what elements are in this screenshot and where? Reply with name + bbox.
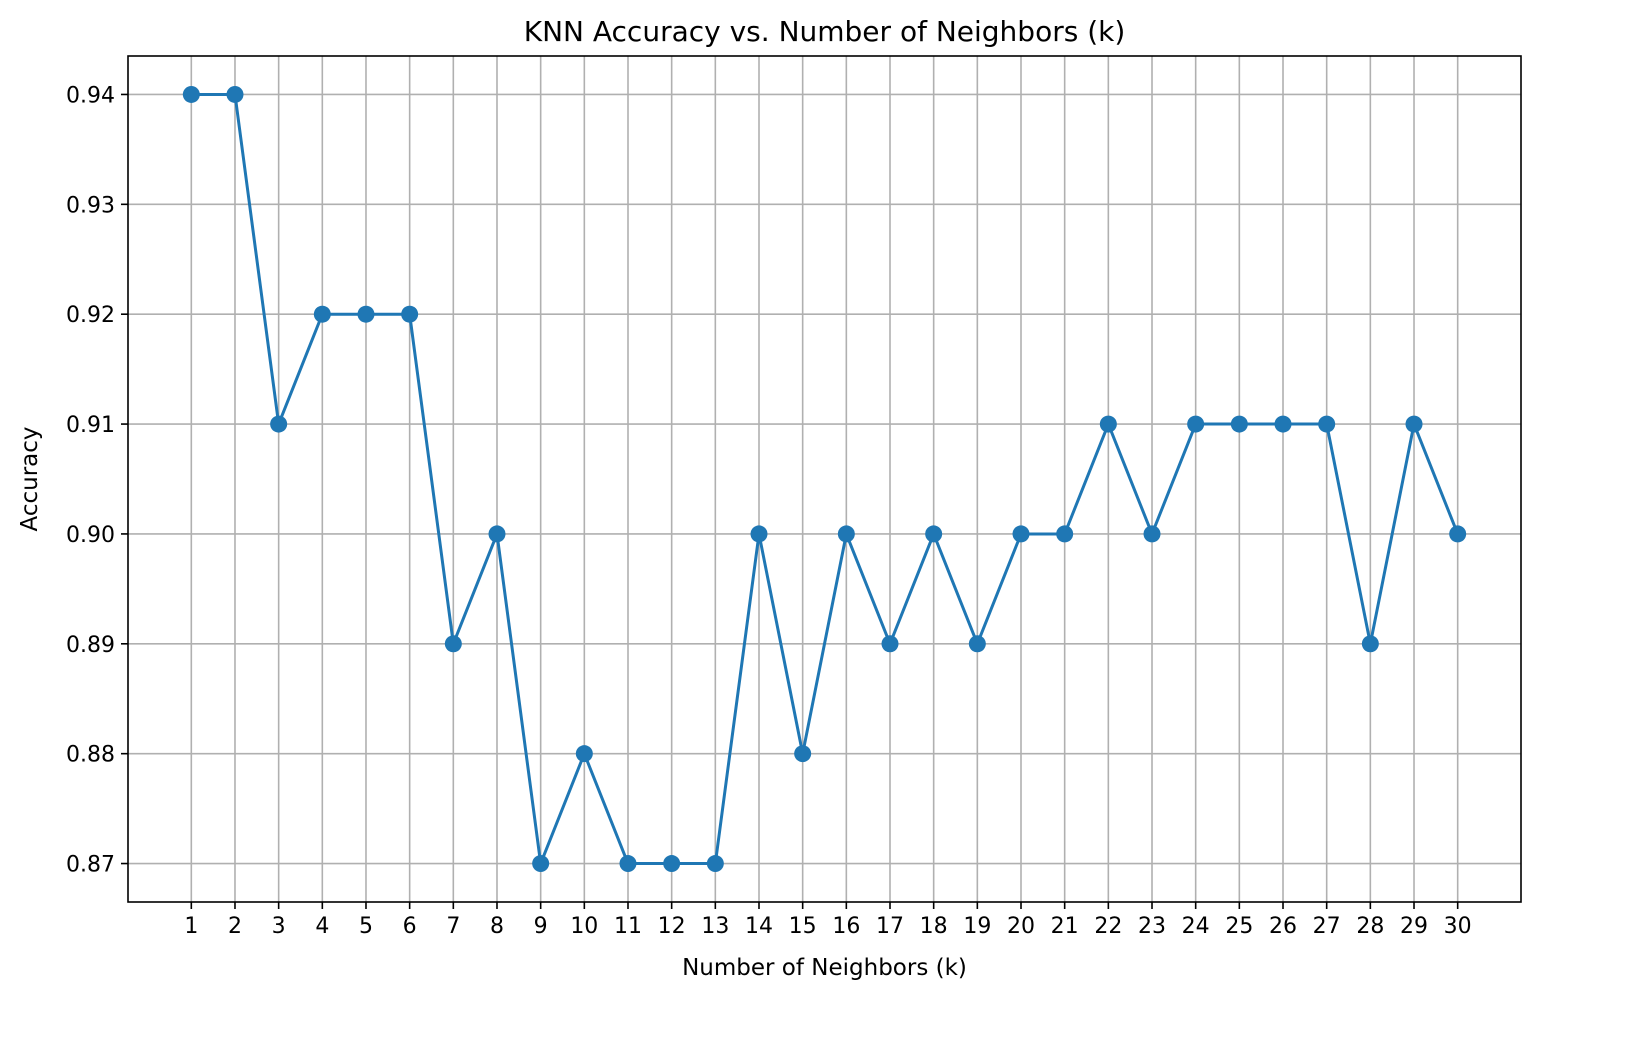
data-point: [1056, 525, 1074, 543]
data-point: [270, 415, 288, 433]
data-point: [1449, 525, 1467, 543]
x-tick-label: 3: [272, 914, 286, 939]
x-tick-label: 13: [701, 914, 729, 939]
x-tick-label: 20: [1007, 914, 1035, 939]
data-point: [1187, 415, 1205, 433]
y-tick-label: 0.92: [66, 303, 115, 328]
x-tick-label: 7: [446, 914, 460, 939]
data-point: [619, 855, 637, 873]
series-line: [191, 92, 1460, 866]
y-axis-label: Accuracy: [17, 426, 43, 531]
data-point: [313, 305, 331, 323]
x-axis-label: Number of Neighbors (k): [682, 955, 967, 981]
data-point: [182, 85, 200, 103]
tick-layer: 1 2 3 4 5 6 7 8 9 10 11 12 13 14 15 16 17 18 19 20 21 22 23 24 2…: [66, 83, 1472, 939]
x-tick-label: 9: [534, 914, 548, 939]
x-tick-label: 18: [920, 914, 948, 939]
data-point: [226, 85, 244, 103]
y-tick-label: 0.88: [66, 743, 115, 768]
data-point: [1361, 635, 1379, 653]
x-tick-label: 15: [789, 914, 817, 939]
data-point: [794, 745, 812, 763]
y-tick-label: 0.94: [66, 83, 115, 108]
data-point: [401, 305, 419, 323]
x-tick-label: 24: [1182, 914, 1210, 939]
data-point: [488, 525, 506, 543]
data-point: [750, 525, 768, 543]
grid-layer: [128, 56, 1521, 902]
data-point: [1143, 525, 1161, 543]
x-tick-label: 5: [359, 914, 373, 939]
x-tick-label: 4: [315, 914, 329, 939]
x-tick-label: 23: [1138, 914, 1166, 939]
data-point: [532, 855, 550, 873]
data-point: [357, 305, 375, 323]
x-tick-label: 11: [614, 914, 642, 939]
x-tick-label: 29: [1400, 914, 1428, 939]
x-tick-label: 16: [832, 914, 860, 939]
data-point: [663, 855, 681, 873]
data-point: [1012, 525, 1030, 543]
plot-frame: [127, 55, 1522, 903]
data-point: [968, 635, 986, 653]
data-point: [1274, 415, 1292, 433]
x-tick-label: 17: [876, 914, 904, 939]
x-tick-label: 28: [1356, 914, 1384, 939]
x-tick-label: 2: [228, 914, 242, 939]
x-tick-label: 19: [963, 914, 991, 939]
y-tick-label: 0.89: [66, 633, 115, 658]
chart-title: KNN Accuracy vs. Number of Neighbors (k): [524, 15, 1126, 48]
x-tick-label: 10: [570, 914, 598, 939]
x-tick-label: 21: [1051, 914, 1079, 939]
series-layer: [182, 85, 1467, 873]
data-point: [444, 635, 462, 653]
y-tick-label: 0.87: [66, 853, 115, 878]
data-point: [837, 525, 855, 543]
x-tick-label: 30: [1444, 914, 1472, 939]
data-point: [925, 525, 943, 543]
data-point: [1318, 415, 1336, 433]
data-point: [1405, 415, 1423, 433]
x-tick-label: 27: [1313, 914, 1341, 939]
y-tick-label: 0.91: [66, 413, 115, 438]
x-tick-label: 14: [745, 914, 773, 939]
y-tick-label: 0.93: [66, 193, 115, 218]
data-point: [706, 855, 724, 873]
x-tick-label: 25: [1225, 914, 1253, 939]
data-point: [575, 745, 593, 763]
data-point: [881, 635, 899, 653]
x-tick-label: 12: [658, 914, 686, 939]
y-tick-label: 0.90: [66, 523, 115, 548]
x-tick-label: 22: [1094, 914, 1122, 939]
data-point: [1099, 415, 1117, 433]
x-tick-label: 6: [403, 914, 417, 939]
x-tick-label: 8: [490, 914, 504, 939]
data-point: [1230, 415, 1248, 433]
x-tick-label: 1: [184, 914, 198, 939]
x-tick-label: 26: [1269, 914, 1297, 939]
